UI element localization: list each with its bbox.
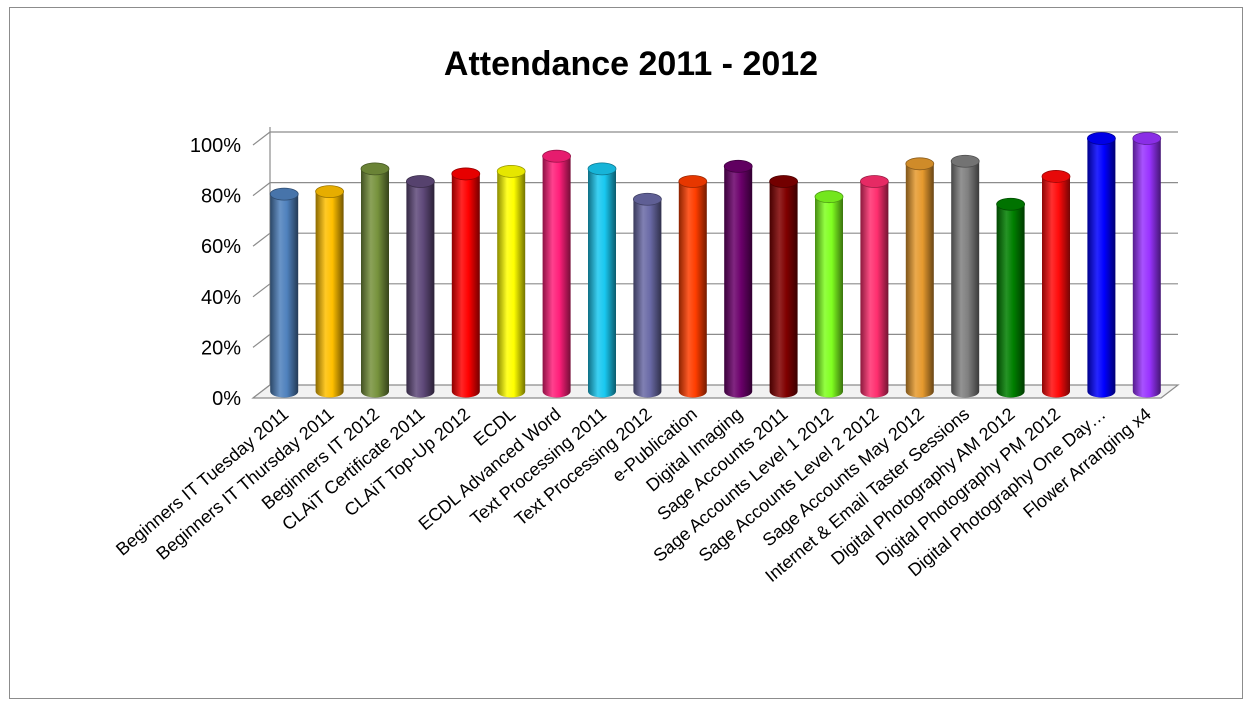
- bar-body: [406, 181, 435, 398]
- chart-area: Attendance 2011 - 2012 0% 20% 40% 60% 80% 100…: [9, 7, 1243, 699]
- bar-cap: [1041, 170, 1071, 183]
- bar: [905, 157, 935, 398]
- bar: [542, 149, 571, 398]
- bar-body: [1087, 138, 1116, 398]
- bar-cap: [360, 162, 390, 176]
- bar-body: [815, 196, 843, 398]
- bar-cap: [587, 162, 617, 176]
- side-wall: [252, 127, 271, 399]
- bar-cap: [723, 159, 753, 173]
- bar: [1132, 132, 1162, 398]
- bar-cap: [678, 175, 708, 188]
- bar: [814, 190, 844, 398]
- bar-body: [542, 156, 571, 398]
- y-tick-label: 100%: [190, 135, 241, 157]
- bar-cap: [814, 190, 844, 204]
- chart-canvas: Attendance 2011 - 2012 0% 20% 40% 60% 80% 100…: [112, 45, 1180, 586]
- gridlines: [252, 131, 1178, 348]
- bar: [678, 175, 708, 398]
- bar-body: [633, 199, 662, 398]
- gridline: [252, 232, 1178, 247]
- bar-body: [361, 168, 389, 398]
- plot-walls: [251, 127, 1180, 399]
- bar-cap: [496, 164, 526, 178]
- gridline: [252, 333, 1178, 348]
- bar-cap: [1087, 132, 1116, 145]
- gridline: [252, 283, 1178, 298]
- bar: [1041, 170, 1071, 398]
- bar-body: [497, 171, 526, 398]
- chart-title: Attendance 2011 - 2012: [444, 45, 818, 83]
- y-tick-label: 20%: [201, 337, 241, 359]
- bar: [451, 167, 481, 398]
- bar: [723, 159, 753, 398]
- bar: [315, 185, 345, 398]
- bar-body: [860, 181, 889, 398]
- bar: [633, 192, 662, 398]
- bar: [769, 175, 798, 398]
- bar: [269, 187, 299, 398]
- bar-body: [270, 194, 299, 398]
- bar-cap: [542, 149, 571, 163]
- bar: [587, 162, 617, 398]
- bar-cap: [269, 187, 299, 201]
- bar-cap: [769, 175, 798, 188]
- bar-cap: [950, 154, 980, 168]
- bar: [1087, 132, 1116, 398]
- bar-body: [678, 181, 707, 398]
- bar-body: [769, 181, 798, 398]
- bar-cap: [315, 185, 345, 199]
- bar-body: [451, 173, 480, 398]
- bar-cap: [996, 197, 1025, 211]
- bar-cap: [905, 157, 935, 171]
- bar-body: [996, 204, 1025, 398]
- y-tick-label: 40%: [201, 287, 241, 309]
- gridline: [252, 131, 1178, 146]
- bar: [950, 154, 980, 398]
- bar-body: [724, 166, 753, 398]
- bar-body: [1132, 138, 1161, 398]
- bar: [405, 175, 435, 398]
- bar-body: [588, 168, 616, 398]
- bar: [496, 164, 526, 398]
- bar-cap: [1132, 132, 1162, 145]
- bar-cap: [860, 175, 889, 188]
- bar-cap: [405, 175, 435, 188]
- x-tick-label: Beginners IT Thursday 2011: [152, 404, 337, 564]
- bar: [860, 175, 889, 398]
- bar-body: [1042, 176, 1070, 398]
- bar-cap: [633, 192, 662, 206]
- y-tick-label: 0%: [212, 388, 241, 410]
- y-tick-label: 60%: [201, 236, 241, 258]
- gridline: [252, 182, 1178, 197]
- bar: [996, 197, 1025, 398]
- floor: [251, 384, 1180, 399]
- bar-cap: [451, 167, 481, 181]
- x-tick-label: Beginners IT Tuesday 2011: [112, 404, 292, 560]
- bar-body: [905, 163, 934, 398]
- bar: [360, 162, 390, 398]
- y-axis-ticks: 0% 20% 40% 60% 80% 100%: [190, 135, 241, 410]
- bar-body: [951, 161, 980, 398]
- bar-body: [315, 191, 344, 398]
- bars: [269, 132, 1162, 398]
- y-tick-label: 80%: [201, 186, 241, 208]
